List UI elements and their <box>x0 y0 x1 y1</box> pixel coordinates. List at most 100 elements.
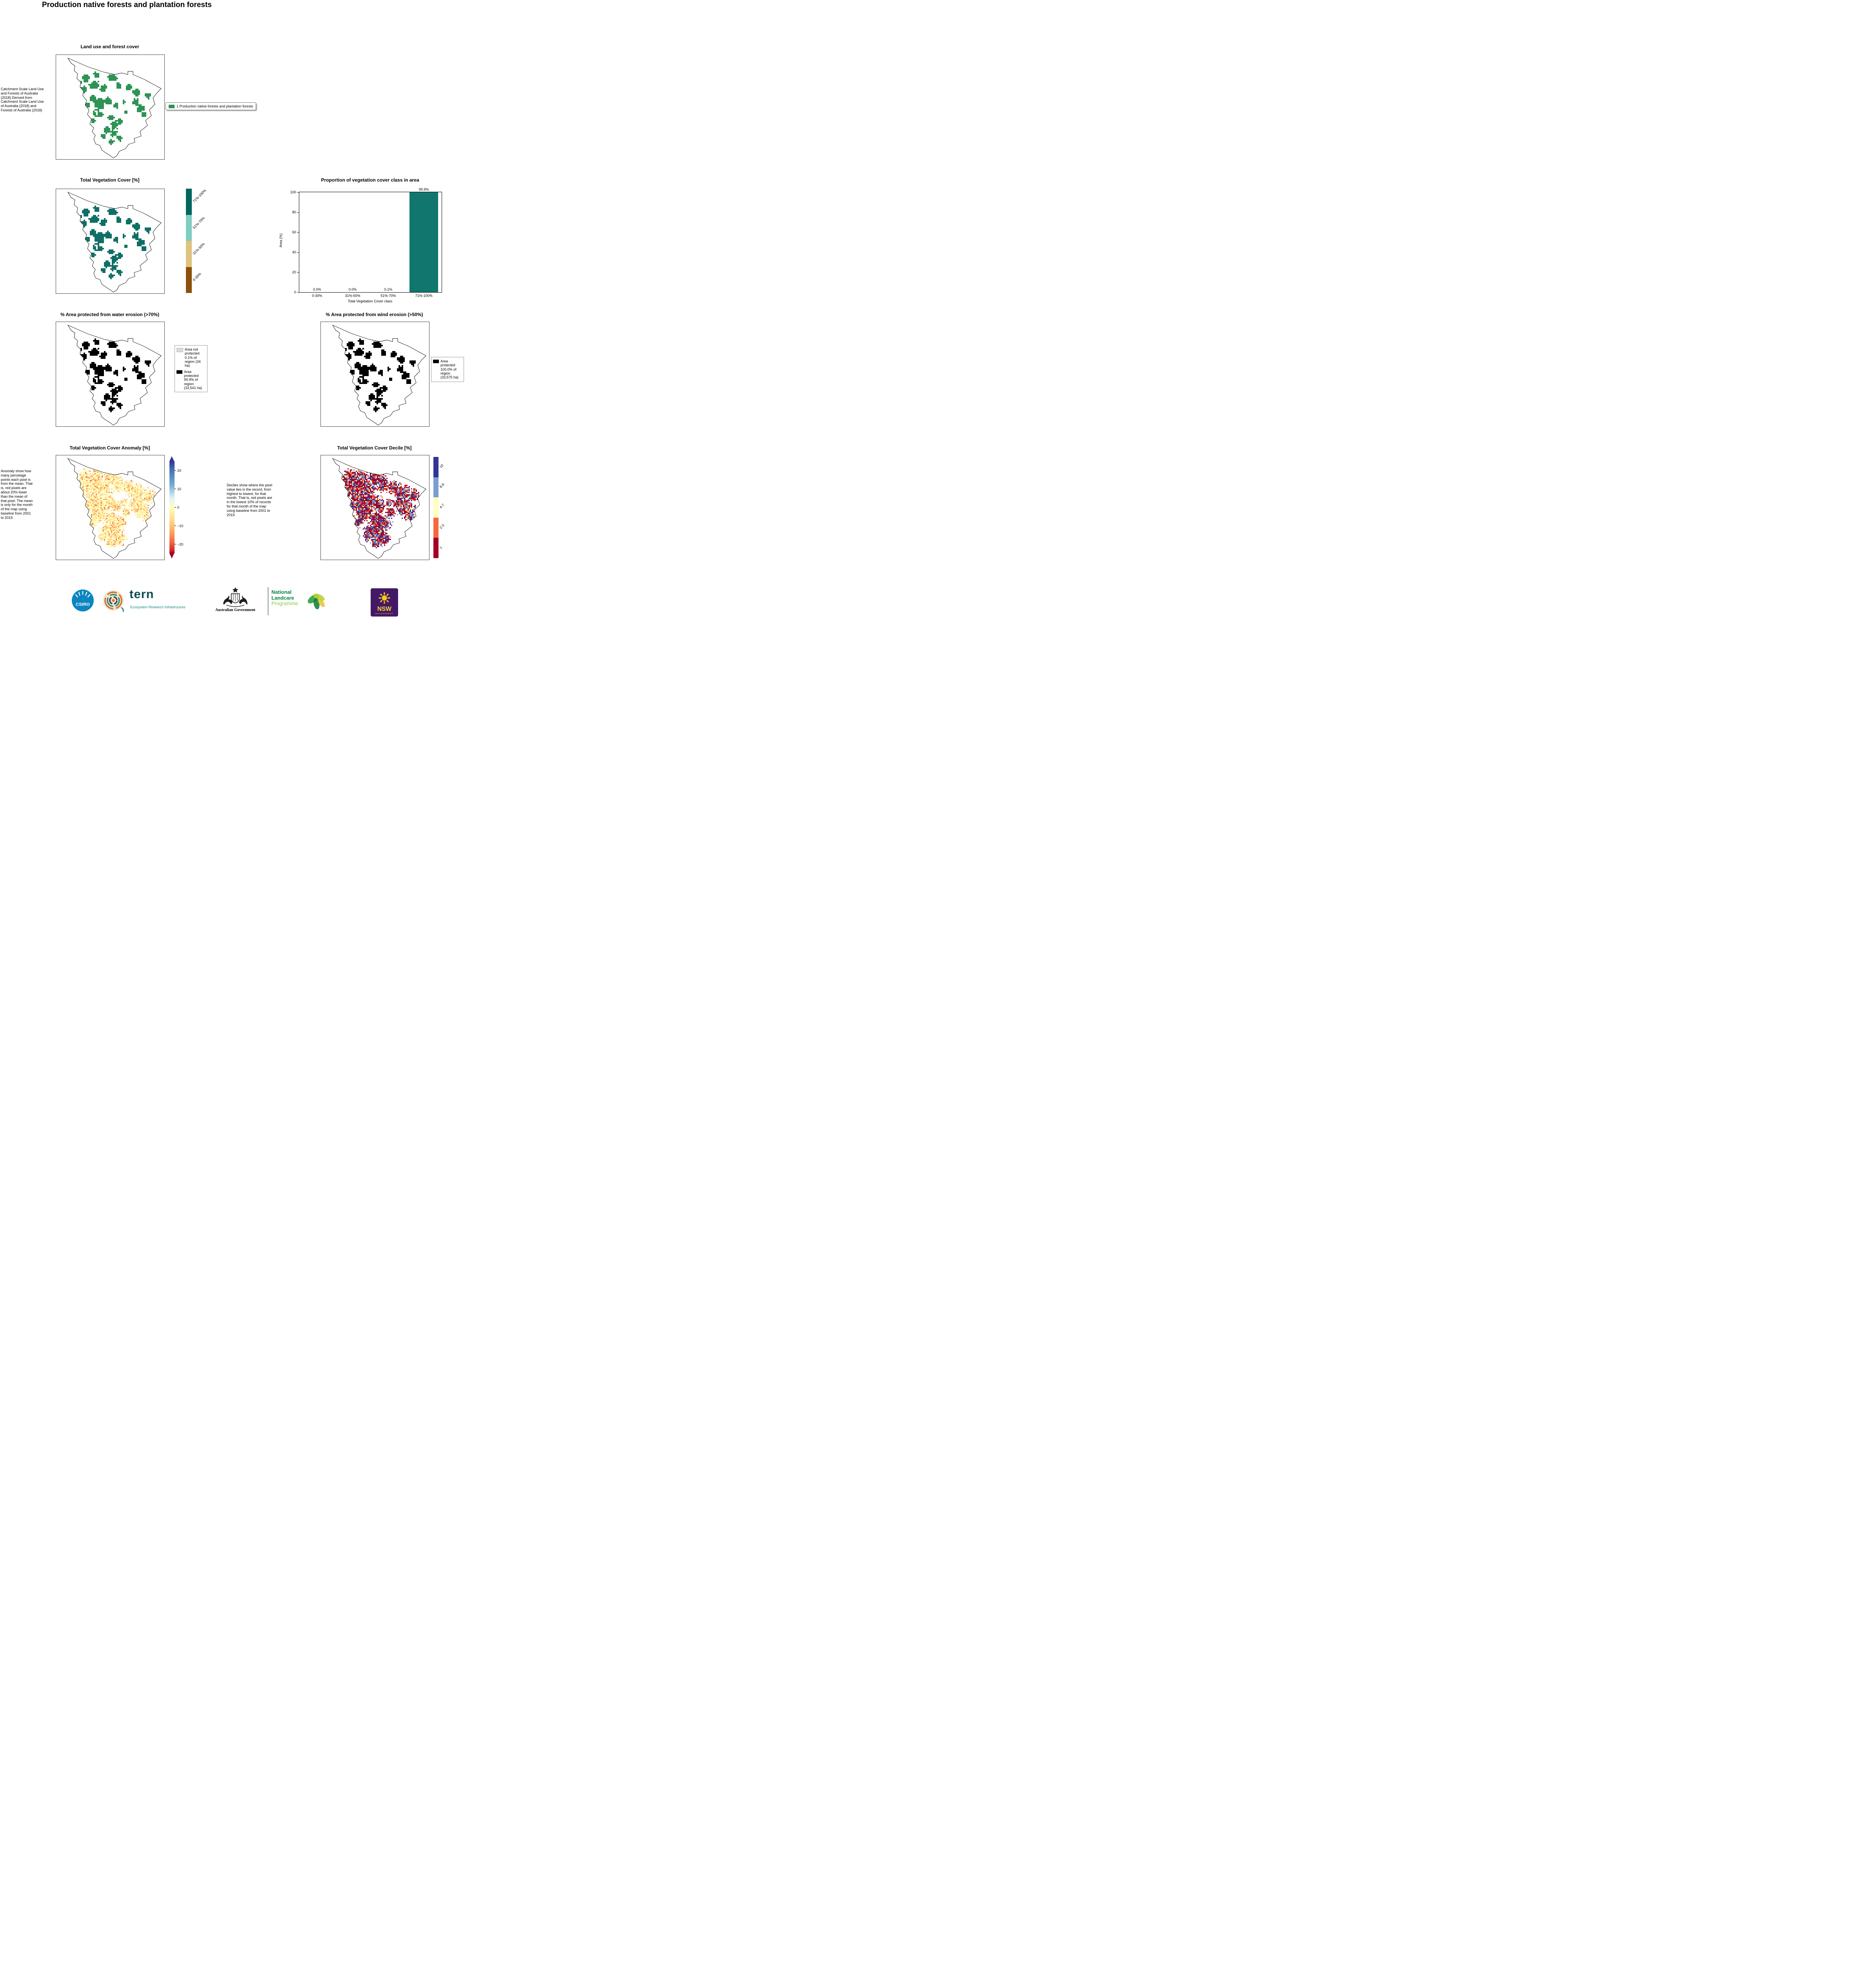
pixel-layer <box>80 338 151 412</box>
anomaly-note: Anomaly show how many percetage points e… <box>1 469 33 520</box>
nsw-government-label: GOVERNMENT <box>375 613 393 615</box>
legend-entry: Area protected 99.9% of region (33,541 h… <box>177 370 206 390</box>
y-tick-mark <box>297 212 299 213</box>
colorbar-segment <box>186 215 192 241</box>
landuse-legend-label: 1 Production native forests and plantati… <box>177 104 253 108</box>
legend-swatch <box>177 370 182 374</box>
region-outline <box>332 458 426 559</box>
region-fill <box>333 325 426 425</box>
legend-label: Area not protected 0.1% of region (34 ha… <box>185 347 201 368</box>
landuse-note: Catchment Scale Land Use and Forests of … <box>1 87 44 112</box>
national-landcare-wordmark: National Landcare Programme <box>271 589 298 607</box>
csiro-logo: CSIRO <box>72 589 94 611</box>
colorbar-class-label: 2-3 <box>439 523 445 530</box>
water-erosion-panel-title: % Area protected from water erosion (>70… <box>60 312 159 317</box>
colorbar-segment <box>186 241 192 267</box>
report-page: Production native forests and plantation… <box>0 0 469 620</box>
australian-government-label: Australian Government <box>215 608 255 612</box>
legend-swatch <box>177 348 183 352</box>
region-fill <box>68 58 161 158</box>
wind-erosion-map <box>320 322 429 427</box>
landuse-map <box>56 55 165 160</box>
bar <box>409 192 438 292</box>
anomaly-gradient <box>169 461 175 553</box>
chart-x-axis-label: Total Vegetation Cover class <box>348 299 393 303</box>
anomaly-colorbar-bottom-arrow <box>169 553 174 558</box>
colorbar-class-label: 4-7 <box>439 503 445 509</box>
x-tick-label: 31%-50% <box>345 294 360 298</box>
landcare-leaves-icon <box>308 593 325 609</box>
pixel-layer <box>77 468 156 547</box>
chart-y-axis-label: Area (%) <box>278 233 283 247</box>
colorbar-segment <box>433 497 439 518</box>
landuse-legend: 1 Production native forests and plantati… <box>166 102 257 110</box>
indigenous-art-icon <box>103 590 124 612</box>
veg-cover-panel-title: Total Vegetation Cover [%] <box>80 177 140 183</box>
anomaly-panel-title: Total Vegetation Cover Anomaly [%] <box>69 445 150 451</box>
colorbar-class-label: 1 <box>439 546 443 550</box>
nsw-wordmark: NSW <box>377 606 391 613</box>
decile-map <box>320 455 429 560</box>
region-fill <box>68 325 161 425</box>
anomaly-tick-label: 10 <box>177 487 182 491</box>
y-tick-label: 0 <box>294 290 296 294</box>
colorbar-class-label: 51%-70% <box>192 216 206 230</box>
region-outline <box>67 458 162 559</box>
anomaly-tick-label: −10 <box>177 524 184 528</box>
legend-entry: Area not protected 0.1% of region (34 ha… <box>177 347 206 368</box>
legend-label: Area protected 99.9% of region (33,541 h… <box>184 369 202 390</box>
colorbar-segment <box>186 267 192 293</box>
bar-value-label: 99.9% <box>419 187 429 192</box>
pixel-layer <box>80 71 151 145</box>
y-tick-mark <box>297 232 299 233</box>
tern-subtitle: Ecosystem Research Infrastructure <box>130 605 186 609</box>
nsw-government-logo: NSW GOVERNMENT <box>371 588 398 617</box>
x-tick-label: 71%-100% <box>415 294 433 298</box>
decile-colorbar: 10 8-9 4-7 2-3 1 <box>433 457 445 558</box>
legend-swatch <box>433 360 439 363</box>
anomaly-tick-label: 20 <box>177 468 182 473</box>
australian-coat-of-arms-icon <box>223 587 248 607</box>
colorbar-segment <box>186 189 192 215</box>
pixel-layer <box>345 338 416 412</box>
waratah-icon <box>378 592 390 604</box>
wind-erosion-legend: Area protected 100.0% of region (33,575 … <box>431 357 464 382</box>
colorbar-segment <box>433 477 439 498</box>
x-tick-label: 51%-70% <box>380 294 396 298</box>
region-fill <box>68 192 161 292</box>
bar-value-label: 0.1% <box>384 287 393 291</box>
y-tick-mark <box>297 272 299 273</box>
proportion-bar-chart: 0 20 40 60 80 100 0.0% 0-30% 0.0% 31%-50% 0.1% 51%-… <box>290 187 442 298</box>
tern-wordmark: tern <box>129 587 154 601</box>
colorbar-class-label: 71%-100% <box>192 188 207 204</box>
anomaly-tick-label: −20 <box>177 542 184 546</box>
y-tick-label: 100 <box>290 190 296 194</box>
bar-value-label: 0.0% <box>313 287 321 291</box>
anomaly-tick-mark <box>175 470 176 471</box>
legend-entry: Area protected 100.0% of region (33,575 … <box>433 359 462 380</box>
pixel-layer <box>80 206 151 279</box>
y-tick-label: 20 <box>292 270 296 274</box>
anomaly-tick-mark <box>175 507 176 508</box>
y-tick-label: 60 <box>292 230 296 234</box>
veg-cover-map <box>56 189 165 294</box>
legend-label: Area protected 100.0% of region (33,575 … <box>440 359 459 380</box>
colorbar-segment <box>433 538 439 558</box>
anomaly-tick-label: 0 <box>177 505 180 509</box>
page-title: Production native forests and plantation… <box>42 1 212 9</box>
csiro-rays-icon <box>75 591 91 598</box>
y-tick-label: 40 <box>292 250 296 254</box>
water-erosion-legend: Area not protected 0.1% of region (34 ha… <box>175 345 207 393</box>
y-tick-mark <box>297 252 299 253</box>
y-tick-mark <box>297 292 299 293</box>
colorbar-class-label: 0-30% <box>192 271 202 282</box>
x-tick-label: 0-30% <box>312 294 322 298</box>
proportion-chart-title: Proportion of vegetation cover class in … <box>321 177 419 183</box>
anomaly-colorbar-top-arrow <box>169 456 174 461</box>
colorbar-class-label: 31%-50% <box>192 242 206 256</box>
region-outline <box>67 325 162 426</box>
wind-erosion-panel-title: % Area protected from wind erosion (>50%… <box>326 312 423 317</box>
decile-note: Deciles show where the pixel value lies … <box>227 483 273 517</box>
colorbar-segment <box>433 517 439 538</box>
region-outline <box>332 325 426 426</box>
